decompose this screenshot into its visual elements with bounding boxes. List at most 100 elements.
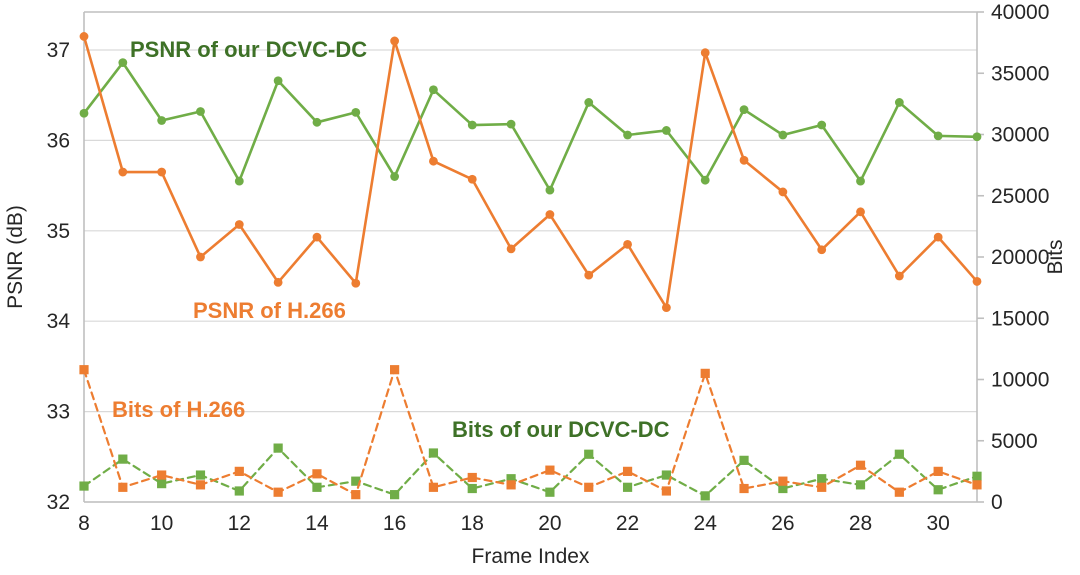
data-point-marker xyxy=(351,476,361,486)
data-point-marker xyxy=(157,470,167,480)
y-axis-tick-label-right: 15000 xyxy=(991,307,1049,330)
y-axis-tick-label-right: 40000 xyxy=(991,1,1049,24)
data-point-marker xyxy=(273,76,283,86)
y-axis-tick-label-left: 37 xyxy=(47,39,70,62)
data-point-marker xyxy=(817,245,827,255)
y-axis-tick-label-right: 20000 xyxy=(991,246,1049,269)
data-point-marker xyxy=(429,156,438,166)
data-point-marker xyxy=(700,48,710,58)
y-axis-tick-label-left: 32 xyxy=(47,491,70,514)
data-point-marker xyxy=(196,107,205,116)
data-point-marker xyxy=(273,487,283,497)
series-bits-of-our-dcvc-dc xyxy=(79,443,982,501)
y-axis-tick-label-left: 36 xyxy=(47,129,70,152)
data-point-marker xyxy=(428,482,439,492)
data-point-marker xyxy=(157,167,167,177)
data-point-marker xyxy=(195,470,206,480)
y-axis-title-right: Bits xyxy=(1044,239,1067,274)
axis-title-layer: Frame Index PSNR (dB) Bits xyxy=(4,205,1067,568)
x-axis-title: Frame Index xyxy=(472,545,590,568)
data-point-marker xyxy=(390,365,400,375)
data-point-marker xyxy=(506,480,516,490)
x-axis-tick-label: 30 xyxy=(926,512,949,535)
data-point-marker xyxy=(856,176,865,186)
x-axis-tick-label: 28 xyxy=(849,512,872,535)
y-axis-tick-label-right: 0 xyxy=(991,491,1003,514)
data-point-marker xyxy=(79,108,89,118)
y-axis-tick-label-right: 30000 xyxy=(991,124,1049,147)
x-axis-tick-label: 16 xyxy=(383,512,406,535)
data-point-marker xyxy=(390,172,400,181)
data-point-marker xyxy=(234,466,244,476)
x-axis-tick-label: 8 xyxy=(78,512,90,535)
series-annotation-label: PSNR of our DCVC-DC xyxy=(130,37,367,62)
data-point-marker xyxy=(817,474,827,484)
data-point-marker xyxy=(428,448,439,458)
data-point-marker xyxy=(972,277,982,286)
data-point-marker xyxy=(584,449,594,459)
tick-label-layer: 32 33 34 35 36 37 0 5000 10000 15000 20000 25000 300… xyxy=(47,1,1050,535)
data-point-marker xyxy=(351,107,361,117)
y-axis-tick-label-left: 33 xyxy=(47,401,70,424)
x-axis-tick-label: 10 xyxy=(150,512,173,535)
y-axis-tick-label-right: 5000 xyxy=(991,430,1038,453)
data-point-marker xyxy=(545,487,555,497)
data-point-marker xyxy=(933,485,943,495)
data-point-marker xyxy=(506,474,516,484)
data-point-marker xyxy=(273,443,283,453)
data-point-marker xyxy=(700,491,710,501)
data-point-marker xyxy=(351,490,361,500)
data-point-marker xyxy=(429,85,438,95)
data-point-marker xyxy=(778,130,788,140)
data-point-marker xyxy=(739,105,749,115)
data-point-marker xyxy=(778,476,788,486)
data-point-marker xyxy=(739,483,749,494)
data-point-marker xyxy=(661,486,671,496)
data-point-marker xyxy=(778,483,788,494)
data-point-marker xyxy=(79,365,89,375)
data-point-marker xyxy=(157,116,167,125)
data-point-marker xyxy=(856,207,865,217)
data-point-marker xyxy=(79,481,89,491)
x-axis-tick-label: 14 xyxy=(305,512,329,535)
data-point-marker xyxy=(467,483,477,494)
data-point-marker xyxy=(817,120,827,130)
data-point-marker xyxy=(312,469,322,479)
data-point-marker xyxy=(467,174,477,184)
data-point-marker xyxy=(661,303,671,313)
series-line xyxy=(82,61,979,192)
data-point-marker xyxy=(79,32,89,41)
data-point-marker xyxy=(118,482,128,492)
data-point-marker xyxy=(234,176,244,186)
data-point-marker xyxy=(700,175,710,185)
data-point-marker xyxy=(312,232,322,242)
x-axis-tick-label: 22 xyxy=(616,512,639,535)
data-point-marker xyxy=(312,117,322,127)
series-annotation-label: PSNR of H.266 xyxy=(193,298,346,323)
y-axis-tick-label-right: 10000 xyxy=(991,369,1049,392)
x-axis-tick-label: 24 xyxy=(694,512,718,535)
data-point-marker xyxy=(390,490,400,500)
series-line xyxy=(82,35,979,309)
data-point-marker xyxy=(933,131,943,141)
series-bits-of-h-266 xyxy=(79,365,982,500)
data-point-marker xyxy=(506,244,516,254)
x-axis-tick-label: 26 xyxy=(771,512,794,535)
data-point-marker xyxy=(933,232,943,242)
data-point-marker xyxy=(467,472,477,483)
data-point-marker xyxy=(584,98,594,107)
data-point-marker xyxy=(584,270,594,280)
data-point-marker xyxy=(506,119,516,129)
annotation-layer: PSNR of our DCVC-DC PSNR of H.266 Bits of … xyxy=(112,37,670,442)
x-axis-tick-label: 12 xyxy=(228,512,251,535)
data-point-marker xyxy=(623,239,632,249)
data-point-marker xyxy=(622,482,633,492)
y-axis-tick-label-left: 34 xyxy=(47,310,71,333)
data-point-marker xyxy=(972,132,982,142)
x-axis-tick-label: 20 xyxy=(538,512,561,535)
data-point-marker xyxy=(118,167,128,177)
data-point-marker xyxy=(894,271,904,281)
data-point-marker xyxy=(273,277,283,287)
data-point-marker xyxy=(778,187,788,197)
